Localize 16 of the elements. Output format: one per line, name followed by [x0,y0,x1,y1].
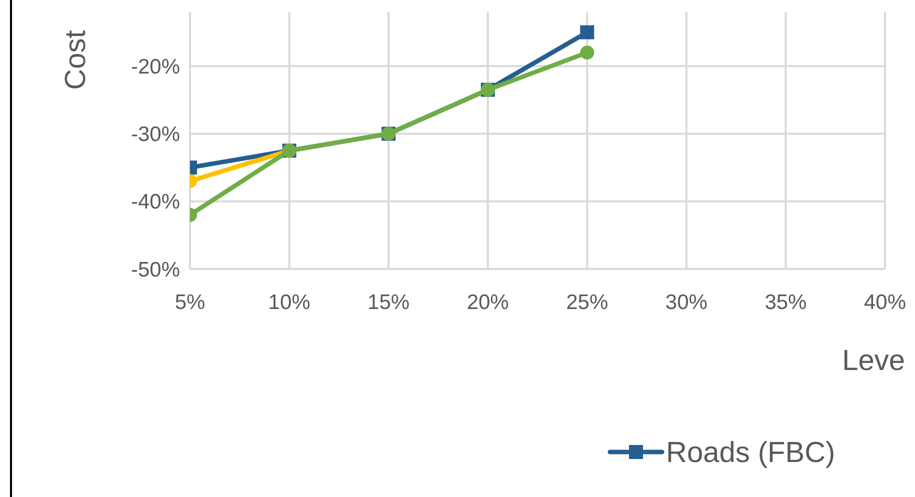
x-tick-label: 30% [665,291,708,314]
legend-label: Roads (FBC) [666,437,836,470]
x-tick-label: 25% [566,291,608,314]
x-tick-label: 40% [864,291,906,314]
point [580,25,594,40]
x-tick-label: 15% [368,291,410,314]
y-axis-title: Cost [60,30,92,90]
y-tick-label: -40% [130,190,180,214]
y-tick-label: -50% [130,258,180,282]
y-tick-label: -30% [130,123,180,146]
x-axis-title: Leve [842,345,905,377]
x-tick-label: 5% [174,291,206,314]
x-tick-label: 20% [466,291,509,314]
x-tick-label: 10% [268,291,310,314]
y-tick-label: -20% [130,55,180,78]
x-tick-label: 35% [764,291,807,314]
